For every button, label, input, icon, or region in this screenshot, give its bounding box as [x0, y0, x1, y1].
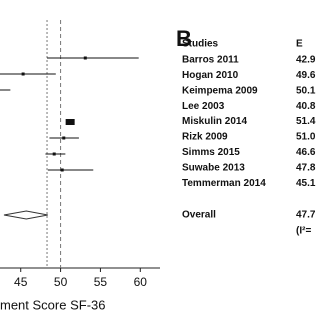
study-name: Miskulin 2014 — [182, 116, 247, 127]
x-tick-label: 45 — [14, 275, 28, 289]
study-value: 46.6 — [296, 147, 316, 158]
study-value: 42.9 — [296, 55, 316, 66]
study-name: Temmerman 2014 — [182, 178, 266, 189]
study-value: 49.6 — [296, 70, 316, 81]
point-estimate — [83, 56, 87, 60]
study-value: 40.8 — [296, 101, 316, 112]
study-name: Lee 2003 — [182, 101, 225, 112]
study-name: Barros 2011 — [182, 55, 239, 66]
point-estimate — [52, 152, 56, 156]
study-name: Suwabe 2013 — [182, 162, 245, 173]
study-value: 45.1 — [296, 178, 316, 189]
column-header: E — [296, 39, 303, 50]
x-tick-label: 60 — [134, 275, 148, 289]
x-tick-label: 50 — [54, 275, 68, 289]
study-value: 51.0 — [296, 132, 316, 143]
x-axis-title: ment Score SF-36 — [0, 297, 106, 312]
point-estimate — [60, 168, 64, 172]
overall-label: Overall — [182, 210, 216, 221]
study-name: Keimpema 2009 — [182, 85, 258, 96]
study-name: Hogan 2010 — [182, 70, 239, 81]
forest-plot: 45 50 55 60 ment Score SF-36 — [0, 20, 160, 312]
point-estimate — [62, 136, 66, 140]
column-header: Studies — [182, 39, 219, 50]
overall-diamond — [3, 210, 48, 220]
point-estimate — [65, 119, 75, 125]
study-name: Rizk 2009 — [182, 132, 228, 143]
study-name: Simms 2015 — [182, 147, 240, 158]
overall-value: 47.7 — [296, 210, 316, 221]
point-estimate — [21, 72, 25, 76]
x-tick-label: 55 — [94, 275, 108, 289]
heterogeneity: (I²= — [296, 226, 311, 237]
panel-label: B — [176, 26, 192, 51]
study-value: 51.4 — [296, 116, 316, 127]
study-value: 50.1 — [296, 85, 316, 96]
study-value: 47.8 — [296, 162, 316, 173]
